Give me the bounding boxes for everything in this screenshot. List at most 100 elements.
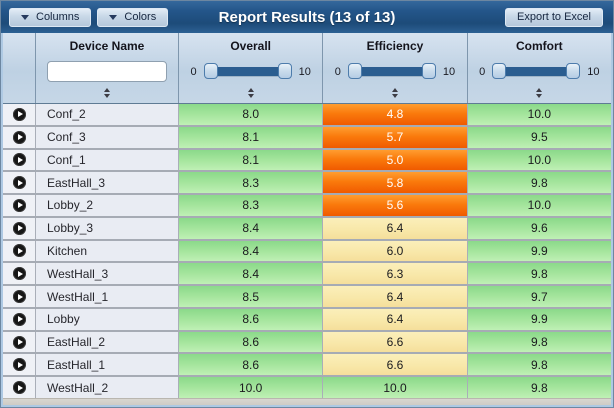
overall-value-cell: 10.0: [178, 377, 323, 398]
slider-track[interactable]: [203, 63, 292, 80]
device-name-cell: EastHall_2: [35, 331, 178, 353]
slider-max-label: 10: [442, 65, 456, 78]
comfort-value-cell: 9.7: [466, 286, 611, 307]
chevron-down-icon: [21, 14, 29, 20]
sort-control-efficiency[interactable]: [388, 87, 402, 99]
colors-button-label: Colors: [124, 11, 157, 23]
device-name-cell: WestHall_3: [35, 263, 178, 285]
expand-row-button[interactable]: [12, 290, 26, 303]
comfort-value-cell: 9.8: [466, 172, 611, 194]
sort-control-overall[interactable]: [244, 87, 258, 99]
play-icon: [17, 316, 23, 323]
expand-row-button[interactable]: [12, 221, 26, 235]
efficiency-value-cell: 6.4: [322, 308, 467, 330]
slider-min-label: 0: [334, 65, 341, 78]
efficiency-value-cell: 6.0: [322, 240, 467, 262]
chevron-down-icon: [109, 14, 118, 20]
slider-track[interactable]: [492, 63, 581, 80]
column-label-device-name: Device Name: [69, 39, 145, 53]
table-row: Kitchen 8.4 6.0 9.9: [3, 240, 611, 264]
table-row: Lobby_3 8.4 6.4 9.6: [3, 217, 611, 241]
table-row: WestHall_1 8.5 6.4 9.7: [3, 286, 611, 309]
device-name-filter-input[interactable]: [47, 61, 167, 82]
slider-min-label: 0: [190, 65, 197, 78]
efficiency-range-slider[interactable]: 0 10: [335, 63, 455, 80]
table-body: Conf_2 8.0 4.8 10.0 Conf_3 8.1 5.7 9.5 C…: [3, 104, 611, 398]
expand-row-button[interactable]: [12, 335, 26, 349]
overall-value-cell: 8.3: [178, 195, 323, 216]
colors-button[interactable]: Colors: [97, 7, 169, 27]
expand-row-button[interactable]: [12, 381, 26, 395]
overall-value-cell: 8.6: [178, 354, 323, 376]
toolbar: Columns Colors Report Results (13 of 13)…: [1, 1, 613, 33]
slider-handle-max[interactable]: [421, 63, 436, 79]
export-to-excel-button[interactable]: Export to Excel: [505, 7, 603, 27]
slider-selected-range: [498, 67, 575, 76]
device-name-cell: Lobby: [35, 308, 178, 330]
expander-cell: [3, 195, 35, 216]
expand-row-button[interactable]: [12, 312, 26, 326]
overall-value-cell: 8.4: [178, 263, 323, 285]
comfort-value-cell: 9.8: [466, 354, 611, 376]
columns-button-label: Columns: [36, 11, 80, 23]
columns-button[interactable]: Columns: [9, 7, 92, 27]
slider-max-label: 10: [298, 65, 311, 78]
header-cell-expander: [3, 33, 35, 103]
play-icon: [17, 384, 23, 391]
overall-value-cell: 8.4: [178, 240, 323, 262]
slider-handle-min[interactable]: [203, 63, 218, 79]
slider-track[interactable]: [347, 63, 436, 80]
expander-cell: [3, 126, 35, 148]
column-label-efficiency: Efficiency: [366, 39, 424, 53]
table-row: EastHall_2 8.6 6.6 9.8: [3, 331, 611, 355]
slider-handle-min[interactable]: [347, 63, 362, 79]
footer-strip: [3, 398, 611, 405]
comfort-range-slider[interactable]: 0 10: [479, 63, 600, 80]
slider-min-label: 0: [479, 65, 486, 78]
efficiency-value-cell: 6.4: [322, 286, 467, 307]
efficiency-value-cell: 5.6: [322, 195, 467, 216]
slider-handle-max[interactable]: [277, 63, 292, 79]
expand-row-button[interactable]: [12, 130, 26, 144]
slider-handle-max[interactable]: [566, 63, 581, 79]
table-row: Lobby 8.6 6.4 9.9: [3, 308, 611, 332]
sort-control-comfort[interactable]: [532, 87, 546, 99]
expander-cell: [3, 217, 35, 239]
play-icon: [17, 156, 23, 163]
expander-cell: [3, 308, 35, 330]
expand-row-button[interactable]: [12, 176, 26, 190]
overall-value-cell: 8.1: [178, 126, 323, 148]
expander-cell: [3, 354, 35, 376]
device-name-cell: WestHall_2: [35, 377, 178, 398]
device-name-cell: WestHall_1: [35, 286, 178, 307]
efficiency-value-cell: 5.7: [322, 126, 467, 148]
expand-row-button[interactable]: [12, 153, 26, 167]
table-header: Device Name Overall 0 10: [3, 33, 611, 104]
expand-row-button[interactable]: [12, 244, 26, 258]
expand-row-button[interactable]: [12, 358, 26, 372]
overall-value-cell: 8.6: [178, 308, 323, 330]
play-icon: [17, 293, 23, 300]
slider-handle-min[interactable]: [492, 63, 507, 79]
comfort-value-cell: 10.0: [466, 195, 611, 216]
sort-asc-icon: [104, 88, 110, 92]
expand-row-button[interactable]: [12, 267, 26, 281]
efficiency-value-cell: 6.4: [322, 217, 467, 239]
sort-desc-icon: [247, 94, 254, 98]
overall-range-slider[interactable]: 0 10: [190, 63, 311, 80]
device-name-cell: Conf_3: [35, 126, 178, 148]
header-cell-overall: Overall 0 10: [178, 33, 322, 103]
comfort-value-cell: 9.5: [466, 126, 611, 148]
header-cell-efficiency: Efficiency 0 10: [322, 33, 466, 103]
sort-control-device-name[interactable]: [100, 87, 114, 99]
play-icon: [17, 339, 23, 346]
comfort-value-cell: 9.8: [466, 331, 611, 353]
table-row: Lobby_2 8.3 5.6 10.0: [3, 195, 611, 218]
device-name-cell: Conf_1: [35, 149, 178, 171]
column-label-comfort: Comfort: [515, 39, 563, 53]
expand-row-button[interactable]: [12, 107, 26, 121]
overall-value-cell: 8.4: [178, 217, 323, 239]
expand-row-button[interactable]: [12, 198, 26, 212]
efficiency-value-cell: 10.0: [322, 377, 467, 398]
overall-value-cell: 8.6: [178, 331, 323, 353]
